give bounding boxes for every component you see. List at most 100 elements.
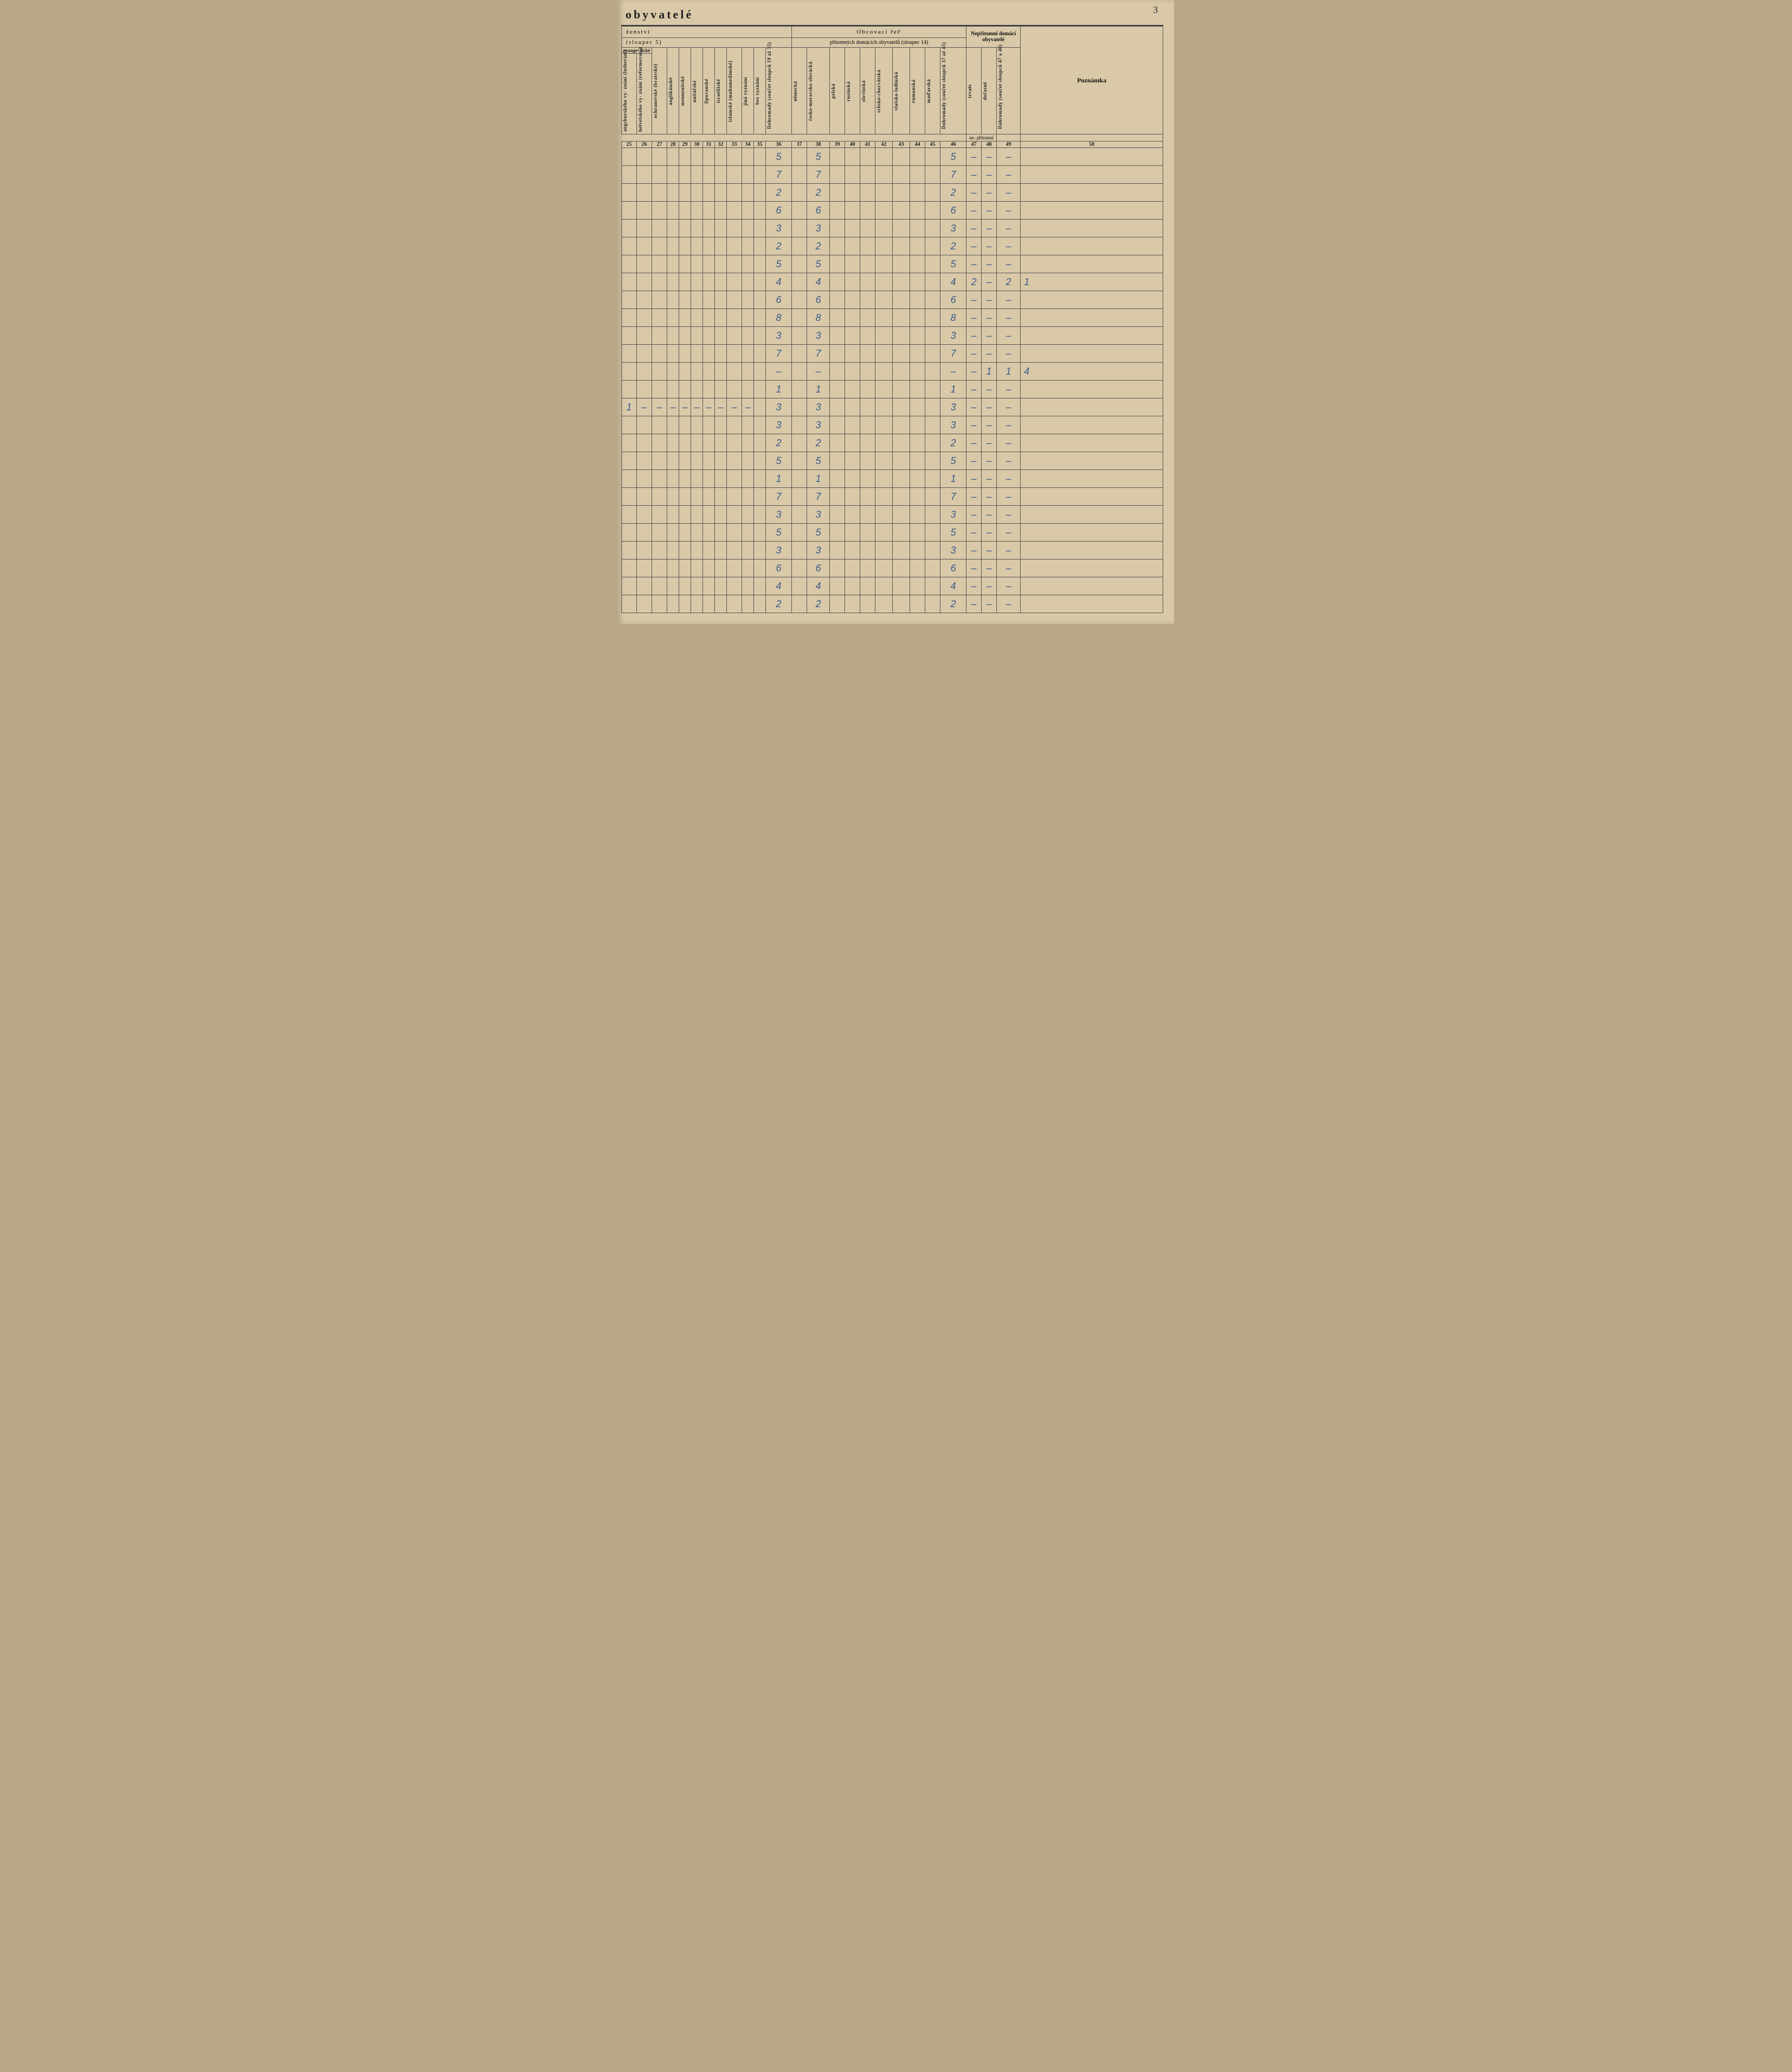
col-num-36: 36 [766, 141, 792, 148]
cell [1021, 452, 1163, 470]
cell: – [966, 184, 982, 202]
cell: – [997, 345, 1021, 363]
cell [925, 148, 940, 166]
cell [679, 345, 691, 363]
cell [830, 327, 845, 345]
cell [754, 255, 766, 273]
col-num-39: 39 [830, 141, 845, 148]
cell [1021, 220, 1163, 237]
cell [754, 184, 766, 202]
cell: – [966, 542, 982, 559]
cell [845, 559, 860, 577]
cell: – [982, 470, 997, 488]
cell: 7 [766, 488, 792, 506]
cell [667, 291, 679, 309]
cell [715, 452, 727, 470]
cell: – [982, 434, 997, 452]
cell [893, 255, 910, 273]
cell [727, 416, 742, 434]
col-31-label: lipovanské [703, 51, 710, 131]
cell: – [667, 398, 679, 416]
cell [830, 595, 845, 613]
cell [860, 345, 875, 363]
cell: 8 [807, 309, 830, 327]
cell [875, 416, 893, 434]
cell [830, 559, 845, 577]
cell: – [982, 184, 997, 202]
col-43-label: vlašsko-ladinská [893, 51, 899, 131]
poznamka-header: Poznámka [1021, 27, 1163, 134]
cell [925, 470, 940, 488]
cell [792, 148, 807, 166]
cell [1021, 542, 1163, 559]
col-num-46: 46 [940, 141, 966, 148]
cell [652, 220, 667, 237]
cell: 4 [766, 273, 792, 291]
cell [830, 184, 845, 202]
cell [727, 470, 742, 488]
cell: – [997, 595, 1021, 613]
cell [622, 577, 637, 595]
cell [910, 524, 925, 542]
table-row: 222––– [622, 434, 1163, 452]
cell [691, 470, 703, 488]
cell: – [997, 309, 1021, 327]
cell [875, 381, 893, 398]
col-num-30: 30 [691, 141, 703, 148]
cell [622, 327, 637, 345]
cell [792, 506, 807, 524]
cell [1021, 184, 1163, 202]
table-row: 1–––––––––333––– [622, 398, 1163, 416]
cell: – [982, 237, 997, 255]
cell [652, 577, 667, 595]
cell [925, 166, 940, 184]
cell: – [997, 452, 1021, 470]
cell [652, 381, 667, 398]
cell [691, 381, 703, 398]
cell [652, 255, 667, 273]
cell [742, 434, 754, 452]
cell: – [997, 327, 1021, 345]
cell [1021, 202, 1163, 220]
col-num-31: 31 [703, 141, 715, 148]
cell [667, 524, 679, 542]
cell [703, 220, 715, 237]
cell: 3 [807, 327, 830, 345]
cell [703, 506, 715, 524]
cell [830, 345, 845, 363]
cell: – [966, 470, 982, 488]
cell [792, 202, 807, 220]
col-29-label: mennonitské [679, 51, 686, 131]
cell [893, 506, 910, 524]
cell: – [982, 291, 997, 309]
cell [679, 524, 691, 542]
cell [910, 506, 925, 524]
cell: 5 [766, 452, 792, 470]
cell [893, 273, 910, 291]
cell [652, 148, 667, 166]
cell [754, 345, 766, 363]
cell [637, 237, 652, 255]
cell [830, 452, 845, 470]
cell: 7 [807, 166, 830, 184]
cell [792, 524, 807, 542]
cell [910, 327, 925, 345]
cell [875, 291, 893, 309]
cell [691, 166, 703, 184]
cell [925, 202, 940, 220]
cell [910, 273, 925, 291]
cell [637, 434, 652, 452]
cell: – [982, 166, 997, 184]
cell [742, 452, 754, 470]
cell [637, 148, 652, 166]
cell [910, 381, 925, 398]
cell [727, 559, 742, 577]
cell [727, 273, 742, 291]
cell [715, 255, 727, 273]
cell: 5 [940, 524, 966, 542]
cell [703, 452, 715, 470]
col-37-label: německá [792, 51, 798, 131]
cell [679, 542, 691, 559]
cell [925, 273, 940, 291]
cell [703, 381, 715, 398]
